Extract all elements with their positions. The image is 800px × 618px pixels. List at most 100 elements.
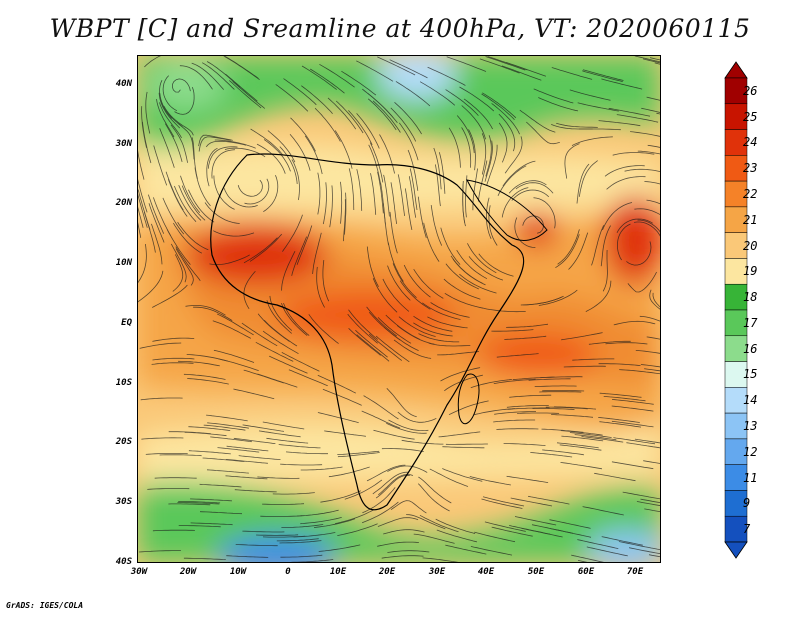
streamline <box>153 197 171 236</box>
streamline <box>611 420 654 428</box>
streamline <box>226 555 269 558</box>
streamline <box>652 292 661 309</box>
streamline <box>249 233 282 262</box>
streamline <box>162 197 185 235</box>
streamline <box>283 302 310 336</box>
streamline <box>561 435 604 442</box>
streamline <box>280 463 323 466</box>
streamline <box>487 56 528 71</box>
streamline <box>377 541 419 547</box>
streamline <box>137 189 151 230</box>
streamline <box>181 185 206 221</box>
streamline <box>177 502 220 505</box>
madagascar-coastline <box>457 373 480 425</box>
streamline <box>281 524 324 528</box>
streamline <box>634 208 661 216</box>
streamline <box>559 444 602 451</box>
streamline <box>390 500 427 514</box>
streamline <box>217 447 260 453</box>
streamline <box>491 329 534 332</box>
lon-label: 50E <box>527 567 545 577</box>
streamline <box>504 136 523 174</box>
streamline <box>178 360 220 367</box>
streamline <box>175 248 194 286</box>
streamline <box>613 437 656 445</box>
streamline <box>207 422 249 429</box>
streamline <box>463 98 493 130</box>
streamline <box>486 144 498 186</box>
streamline <box>372 100 401 133</box>
streamline <box>604 165 645 177</box>
streamline <box>377 517 419 527</box>
streamline <box>173 222 203 254</box>
streamline <box>170 243 187 283</box>
streamline <box>509 394 552 398</box>
streamline <box>430 302 470 318</box>
streamline <box>482 92 517 119</box>
streamline <box>643 460 661 465</box>
streamline <box>577 560 592 563</box>
streamline <box>533 88 574 104</box>
lon-label: 60E <box>577 567 595 577</box>
streamline <box>381 555 424 559</box>
streamline <box>644 368 661 372</box>
streamline <box>269 295 293 331</box>
streamline <box>486 197 492 239</box>
streamline <box>635 350 661 354</box>
streamline <box>427 66 466 86</box>
streamline <box>385 314 420 340</box>
streamline <box>175 246 201 281</box>
streamline <box>300 517 342 525</box>
streamline <box>257 476 300 479</box>
streamlines <box>137 55 661 563</box>
colorbar-label: 16 <box>743 341 758 356</box>
streamline <box>202 457 245 462</box>
streamline <box>233 437 276 444</box>
streamline <box>141 106 147 148</box>
streamline <box>141 437 184 440</box>
streamline <box>387 265 411 301</box>
streamline <box>602 202 633 231</box>
streamline <box>177 221 209 251</box>
streamline <box>337 523 378 536</box>
colorbar-label: 9 <box>743 496 751 511</box>
lon-label: 20E <box>378 567 396 577</box>
streamline <box>225 475 268 480</box>
streamline <box>611 405 654 412</box>
streamline <box>167 179 188 217</box>
streamline <box>594 472 636 482</box>
streamline <box>417 483 450 512</box>
streamline <box>139 342 182 349</box>
streamline <box>375 474 410 499</box>
streamline <box>137 217 142 238</box>
colorbar-label: 11 <box>743 470 758 485</box>
streamline <box>335 100 364 134</box>
streamline <box>437 351 480 356</box>
streamline <box>393 339 432 359</box>
streamline <box>442 446 485 449</box>
lat-label: 10N <box>115 258 132 268</box>
streamline <box>598 120 641 127</box>
streamline <box>493 378 536 384</box>
streamline <box>626 241 652 266</box>
streamline <box>164 123 183 163</box>
streamline <box>413 533 455 544</box>
streamline <box>348 309 378 340</box>
streamline <box>233 388 275 400</box>
streamline <box>291 236 307 276</box>
streamline <box>180 175 201 214</box>
streamline <box>275 84 309 112</box>
streamline <box>497 165 527 196</box>
streamline <box>386 388 417 418</box>
streamline <box>459 273 497 294</box>
streamline <box>417 196 427 239</box>
streamline <box>334 130 353 169</box>
streamline <box>630 131 661 137</box>
streamline <box>137 270 164 303</box>
streamline <box>642 58 661 64</box>
lon-label: 30E <box>428 567 446 577</box>
streamline <box>377 56 416 76</box>
streamline <box>542 449 584 456</box>
colorbar-label: 23 <box>743 161 758 176</box>
colorbar-bottom-arrow <box>724 541 748 559</box>
